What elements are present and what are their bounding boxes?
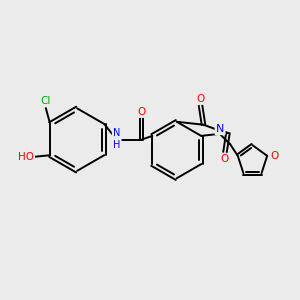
Text: O: O: [271, 151, 279, 161]
Text: N
H: N H: [113, 128, 120, 149]
Text: O: O: [221, 154, 229, 164]
Text: O: O: [138, 107, 146, 117]
Text: Cl: Cl: [40, 96, 51, 106]
Text: N: N: [216, 124, 224, 134]
Text: HO: HO: [18, 152, 34, 162]
Text: O: O: [196, 94, 205, 103]
